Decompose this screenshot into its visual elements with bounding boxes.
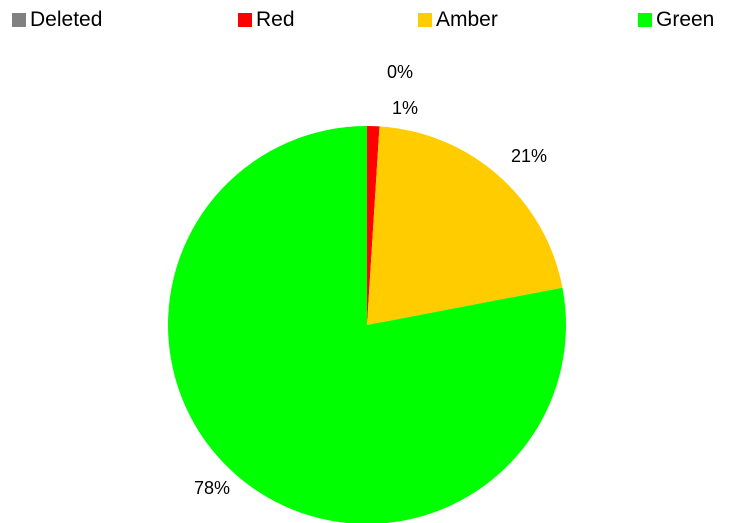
pie-slice-amber	[367, 126, 563, 326]
slice-label-deleted: 0%	[387, 62, 413, 82]
slice-label-amber: 21%	[511, 146, 547, 166]
legend-label-red: Red	[256, 8, 295, 31]
pie-slice-red	[367, 126, 380, 325]
legend-label-green: Green	[656, 8, 715, 31]
chart-legend: Deleted Red Amber Green	[0, 8, 729, 38]
legend-swatch-amber	[418, 13, 432, 27]
legend-item-green: Green	[638, 8, 714, 32]
legend-swatch-deleted	[12, 13, 26, 27]
pie-slice-green	[168, 126, 566, 523]
legend-label-deleted: Deleted	[30, 8, 103, 31]
legend-item-amber: Amber	[418, 8, 498, 32]
legend-item-deleted: Deleted	[12, 8, 102, 32]
slice-label-red: 1%	[392, 98, 418, 118]
legend-swatch-red	[238, 13, 252, 27]
legend-swatch-green	[638, 13, 652, 27]
legend-label-amber: Amber	[436, 8, 498, 31]
slice-label-green: 78%	[194, 478, 230, 498]
legend-item-red: Red	[238, 8, 295, 32]
